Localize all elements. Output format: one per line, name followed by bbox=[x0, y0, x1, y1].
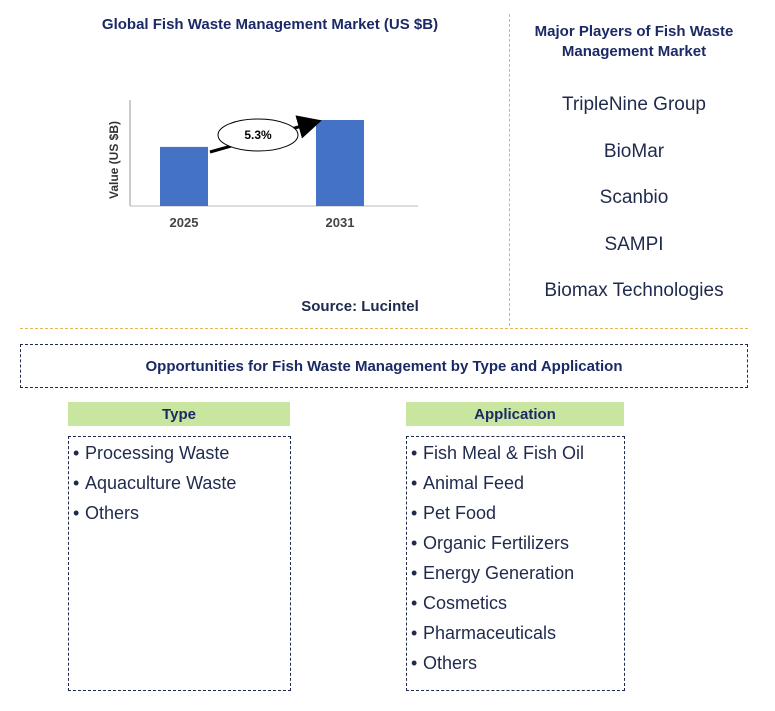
application-list-item: • Animal Feed bbox=[411, 473, 525, 493]
opportunities-title-text: Opportunities for Fish Waste Management … bbox=[145, 357, 623, 375]
application-list-item-label: Pet Food bbox=[423, 503, 497, 523]
bar-chart: Value (US $B) 2025 2031 5.3% bbox=[107, 100, 418, 230]
growth-annotation: 5.3% bbox=[244, 128, 272, 142]
player-item: TripleNine Group bbox=[562, 94, 706, 115]
application-list-item: • Pet Food bbox=[411, 503, 497, 523]
application-list-item: • Others bbox=[411, 653, 478, 673]
growth-annotation-bubble bbox=[217, 118, 299, 152]
y-axis-label: Value (US $B) bbox=[107, 121, 121, 199]
application-list: • Fish Meal & Fish Oil • Animal Feed • Pet … bbox=[406, 436, 625, 691]
player-item: SAMPI bbox=[604, 233, 664, 255]
players-list: TripleNine Group BioMar Scanbio SAMPI Bi… bbox=[514, 92, 754, 325]
x-tick-label: 2025 bbox=[170, 215, 199, 230]
application-list-item: • Fish Meal & Fish Oil bbox=[411, 443, 585, 463]
players-title: Major Players of Fish Waste Management M… bbox=[534, 23, 734, 60]
type-list-item-label: Aquaculture Waste bbox=[85, 473, 237, 493]
application-list-item: • Cosmetics bbox=[411, 593, 508, 613]
bar-2025 bbox=[160, 146, 208, 206]
application-list-item-label: Animal Feed bbox=[423, 473, 525, 493]
application-list-item: • Pharmaceuticals bbox=[411, 623, 557, 643]
application-header-label: Application bbox=[474, 405, 556, 423]
type-list-item-label: Others bbox=[85, 503, 140, 523]
application-list-item-label: Others bbox=[423, 653, 478, 673]
player-item: Biomax Technologies bbox=[544, 280, 724, 301]
application-list-item-label: Cosmetics bbox=[423, 593, 508, 613]
type-header: Type bbox=[68, 402, 290, 426]
type-list-item: • Others bbox=[73, 503, 140, 523]
application-list-item: • Energy Generation bbox=[411, 563, 575, 583]
vertical-divider bbox=[509, 14, 510, 326]
application-list-item: • Organic Fertilizers bbox=[411, 533, 570, 553]
type-list-item-label: Processing Waste bbox=[85, 443, 230, 463]
player-item: BioMar bbox=[603, 140, 665, 162]
type-header-label: Type bbox=[162, 405, 196, 423]
chart-title: Global Fish Waste Management Market (US … bbox=[101, 16, 439, 33]
application-list-item-label: Organic Fertilizers bbox=[423, 533, 570, 553]
application-list-item-label: Pharmaceuticals bbox=[423, 623, 557, 643]
opportunities-title: Opportunities for Fish Waste Management … bbox=[20, 344, 748, 388]
bar-2031 bbox=[316, 120, 364, 206]
x-tick-label: 2031 bbox=[326, 215, 355, 230]
application-list-item-label: Fish Meal & Fish Oil bbox=[423, 443, 585, 463]
application-list-item-label: Energy Generation bbox=[423, 563, 575, 583]
type-list-item: • Aquaculture Waste bbox=[73, 473, 237, 493]
source-note: Source: Lucintel bbox=[301, 298, 419, 315]
player-item: Scanbio bbox=[599, 187, 669, 208]
horizontal-divider bbox=[20, 328, 748, 329]
application-header: Application bbox=[406, 402, 624, 426]
type-list-item: • Processing Waste bbox=[73, 443, 230, 463]
type-list: • Processing Waste • Aquaculture Waste • Ot… bbox=[68, 436, 291, 691]
